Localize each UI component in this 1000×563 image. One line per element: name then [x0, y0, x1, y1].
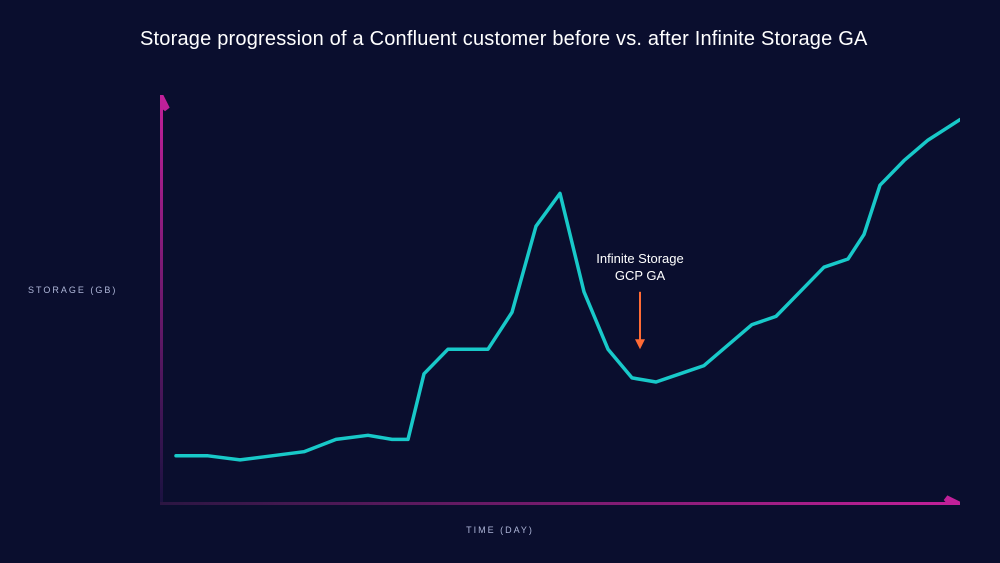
annotation-line1: Infinite Storage [596, 251, 683, 266]
storage-line-chart [160, 95, 960, 505]
x-axis-label: TIME (DAY) [0, 525, 1000, 535]
annotation-arrow [635, 292, 645, 349]
axes [160, 95, 960, 505]
annotation-line2: GCP GA [615, 268, 665, 283]
chart-title: Storage progression of a Confluent custo… [140, 28, 940, 51]
line-series [176, 120, 960, 460]
annotation-label: Infinite Storage GCP GA [580, 251, 700, 285]
y-axis-label: STORAGE (GB) [28, 285, 117, 295]
